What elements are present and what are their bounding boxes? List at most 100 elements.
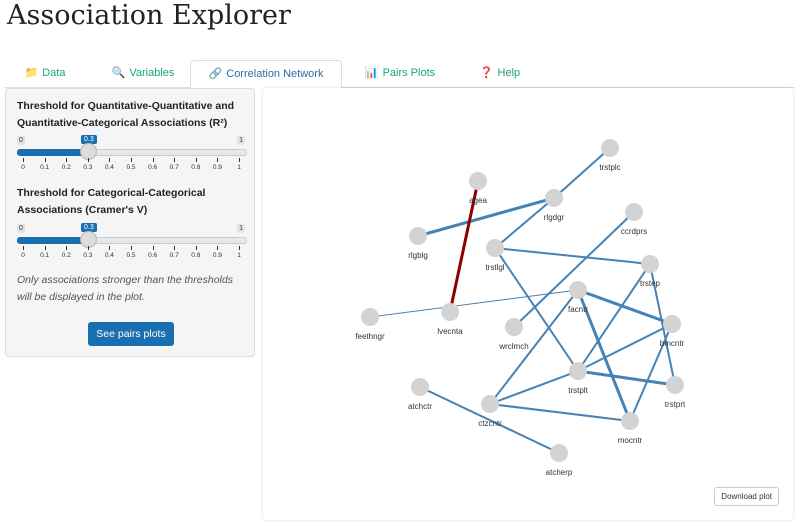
node-atcherp[interactable] bbox=[550, 444, 568, 462]
slider-tick-label: 0.4 bbox=[104, 164, 114, 171]
slider-tick-label: 0.1 bbox=[40, 252, 50, 259]
node-trstplt[interactable] bbox=[569, 362, 587, 380]
slider-max: 1 bbox=[237, 136, 245, 145]
slider-tick-label: 0.4 bbox=[104, 252, 114, 259]
node-label: trstprt bbox=[665, 400, 686, 409]
slider-max: 1 bbox=[237, 224, 245, 233]
tab-correlation-network[interactable]: 🔗 Correlation Network bbox=[190, 60, 342, 89]
node-label: mocntr bbox=[618, 436, 643, 445]
node-rlgdgr[interactable] bbox=[545, 189, 563, 207]
slider-value: 0.3 bbox=[81, 223, 97, 232]
slider2-label: Threshold for Categorical-Categorical As… bbox=[17, 187, 206, 216]
slider-tick bbox=[44, 158, 46, 162]
link-icon: 🔗 bbox=[208, 68, 223, 80]
node-lvecnta[interactable] bbox=[441, 303, 459, 321]
bar-chart-icon: 📊 bbox=[364, 67, 379, 79]
slider-tick-label: 1 bbox=[237, 252, 241, 259]
slider-tick-label: 0.2 bbox=[61, 164, 71, 171]
see-pairs-plots-button[interactable]: See pairs plots bbox=[88, 322, 174, 346]
slider-tick-label: 0.2 bbox=[61, 252, 71, 259]
slider-tick bbox=[195, 246, 197, 250]
slider-tick bbox=[174, 158, 176, 162]
slider-value: 0.3 bbox=[81, 135, 97, 144]
slider-tick bbox=[217, 246, 219, 250]
threshold-note: Only associations stronger than the thre… bbox=[17, 274, 233, 303]
slider-tick-label: 0.7 bbox=[169, 164, 179, 171]
slider-tick bbox=[152, 158, 154, 162]
edge-trstplt-ctzcntr bbox=[489, 370, 579, 405]
edge-rlgdgr-rlgblg bbox=[417, 196, 555, 238]
slider-tick bbox=[195, 158, 197, 162]
slider-tick bbox=[131, 158, 132, 162]
tab-help[interactable]: ❓ Help bbox=[479, 67, 521, 79]
slider-fill bbox=[17, 149, 87, 156]
node-trstep[interactable] bbox=[641, 255, 659, 273]
edge-atchctr-atcherp bbox=[419, 386, 560, 454]
edge-trstlgl-trstep bbox=[494, 247, 651, 265]
edge-trstep-trstplt bbox=[577, 263, 651, 372]
tab-variables[interactable]: 🔍 Variables bbox=[111, 67, 175, 79]
node-label: trstep bbox=[640, 279, 661, 288]
magnifier-icon: 🔍 bbox=[111, 67, 126, 79]
question-icon: ❓ bbox=[479, 67, 494, 79]
node-label: trstplc bbox=[599, 163, 620, 172]
slider-tick-label: 0.8 bbox=[191, 164, 201, 171]
slider-tick bbox=[23, 246, 24, 250]
node-label: wrclmch bbox=[498, 342, 528, 351]
slider-tick-label: 0 bbox=[21, 252, 25, 259]
slider-tick bbox=[217, 158, 219, 162]
r2-threshold-slider[interactable]: 0 0.3 1 0 0.1 0.2 0.3 0.4 0.5 0.6 0.7 0.8 0.9 1 bbox=[17, 135, 247, 176]
node-wrclmch[interactable] bbox=[505, 318, 523, 336]
slider-tick bbox=[152, 246, 154, 250]
slider-tick-label: 0.5 bbox=[126, 164, 136, 171]
tab-bar: 📁 Data 🔍 Variables 🔗 Correlation Network 📊 P… bbox=[5, 60, 795, 89]
node-rlgblg[interactable] bbox=[409, 227, 427, 245]
node-trstplc[interactable] bbox=[601, 139, 619, 157]
tab-data[interactable]: 📁 Data bbox=[24, 67, 66, 79]
slider-tick bbox=[109, 246, 111, 250]
edge-trstplc-rlgdgr bbox=[553, 147, 611, 199]
slider-tick bbox=[131, 246, 132, 250]
edge-trstep-trstprt bbox=[649, 263, 676, 386]
folder-icon: 📁 bbox=[24, 67, 39, 79]
node-ctzcntr[interactable] bbox=[481, 395, 499, 413]
slider-fill bbox=[17, 237, 87, 244]
node-label: ccrdprs bbox=[621, 227, 647, 236]
slider-tick-label: 0.3 bbox=[83, 252, 93, 259]
node-label: ctzcntr bbox=[478, 419, 502, 428]
node-mocntr[interactable] bbox=[621, 412, 639, 430]
node-label: atchctr bbox=[408, 402, 432, 411]
node-trstprt[interactable] bbox=[666, 376, 684, 394]
download-plot-button[interactable]: Download plot bbox=[714, 487, 779, 506]
tab-pairs-plots[interactable]: 📊 Pairs Plots bbox=[364, 67, 436, 79]
node-label: trstplt bbox=[568, 386, 588, 395]
slider-tick bbox=[239, 246, 240, 250]
slider-tick-label: 0.6 bbox=[148, 164, 158, 171]
slider-tick bbox=[239, 158, 240, 162]
node-label: agea bbox=[469, 196, 487, 205]
edge-bmcntr-trstplt bbox=[577, 323, 673, 372]
slider-tick bbox=[87, 246, 89, 250]
cramers-v-threshold-slider[interactable]: 0 0.3 1 0 0.1 0.2 0.3 0.4 0.5 0.6 0.7 0.8 0.9 1 bbox=[17, 223, 247, 264]
edge-rlgdgr-trstlgl bbox=[494, 197, 555, 249]
edge-facntr-bmcntr bbox=[577, 288, 673, 326]
edge-agea-lvecnta bbox=[448, 180, 480, 313]
slider-tick-label: 0.9 bbox=[212, 252, 222, 259]
slider-tick-label: 0.1 bbox=[40, 164, 50, 171]
slider-tick bbox=[109, 158, 111, 162]
node-feethngr[interactable] bbox=[361, 308, 379, 326]
edge-feethngr-facntr bbox=[369, 289, 579, 318]
node-trstlgl[interactable] bbox=[486, 239, 504, 257]
edge-trstplt-trstprt bbox=[577, 369, 676, 387]
slider-tick-label: 0.3 bbox=[83, 164, 93, 171]
node-facntr[interactable] bbox=[569, 281, 587, 299]
slider-min: 0 bbox=[17, 224, 25, 233]
node-atchctr[interactable] bbox=[411, 378, 429, 396]
slider1-label: Threshold for Quantitative-Quantitative … bbox=[17, 100, 235, 129]
correlation-network-graph: trstplc agea rlgdgr ccrdprs rlgblg trstlgl trs… bbox=[355, 139, 686, 477]
node-ccrdprs[interactable] bbox=[625, 203, 643, 221]
node-bmcntr[interactable] bbox=[663, 315, 681, 333]
slider-tick-label: 0.9 bbox=[212, 164, 222, 171]
node-agea[interactable] bbox=[469, 172, 487, 190]
edge-ccrdprs-wrclmch bbox=[513, 211, 635, 328]
